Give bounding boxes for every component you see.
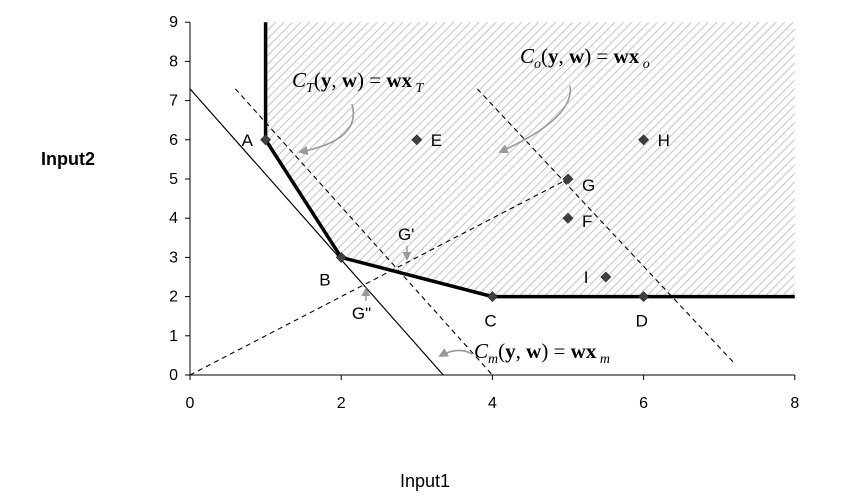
y-tick-label: 6: [169, 132, 178, 149]
point-marker-b: [335, 251, 347, 263]
y-tick-label: 7: [169, 93, 178, 110]
y-tick-label: 8: [169, 53, 178, 70]
point-marker-g: [562, 173, 574, 185]
y-tick-label: 9: [169, 14, 178, 31]
lines-layer: [189, 88, 735, 376]
x-tick-label: 0: [186, 395, 195, 412]
y-tick-label: 2: [169, 289, 178, 306]
point-marker-d: [638, 291, 650, 303]
point-marker-i: [600, 271, 612, 283]
x-tick-label: 4: [488, 395, 497, 412]
point-label-b: B: [319, 270, 330, 289]
point-marker-c: [486, 291, 498, 303]
axes: 0 1 2 3 4 5 6 7 8 9 0 2 4 6 8: [169, 14, 799, 412]
y-tick-label: 3: [169, 249, 178, 266]
hatched-feasible-region: [265, 22, 795, 297]
point-marker-e: [411, 134, 423, 146]
y-axis-title: Input2: [41, 149, 95, 169]
cost-line-c-m: [189, 88, 444, 376]
x-tick-label: 2: [337, 395, 346, 412]
x-tick-label: 8: [790, 395, 799, 412]
data-points: A B C D E FG H I: [242, 131, 670, 331]
point-marker-a: [260, 134, 272, 146]
point-label-g: G: [582, 176, 595, 195]
equation-arrow-c-t: [298, 103, 355, 156]
equation-c-o: Co(y, w) = wx o: [520, 44, 650, 72]
equation-c-m: Cm(y, w) = wx m: [474, 339, 610, 367]
point-label-d: D: [636, 312, 648, 331]
y-tick-label: 5: [169, 171, 178, 188]
y-tick-label: 4: [169, 210, 178, 227]
equation-c-t: CT(y, w) = wx T: [292, 68, 425, 96]
point-label-c: C: [484, 312, 496, 331]
point-marker-h: [638, 134, 650, 146]
annotations: G' G": [352, 225, 415, 323]
hatched-region-polygon: [265, 22, 795, 297]
point-marker-f: [562, 212, 574, 224]
point-label-f: F: [582, 212, 592, 231]
g-prime-label: G': [398, 225, 414, 244]
point-label-a: A: [242, 131, 254, 150]
point-label-i: I: [584, 268, 589, 287]
equation-arrow-c-o: [498, 85, 572, 154]
equation-labels: CT(y, w) = wx T Co(y, w) = wx o Cm(y, w) =…: [292, 44, 650, 367]
x-tick-label: 6: [639, 395, 648, 412]
y-tick-label: 1: [169, 328, 178, 345]
point-label-e: E: [431, 131, 442, 150]
equation-arrow-c-m: [438, 348, 473, 357]
point-label-h: H: [658, 131, 670, 150]
g-double-prime-label: G": [352, 304, 371, 323]
y-tick-label: 0: [169, 367, 178, 384]
x-axis-title: Input1: [400, 471, 450, 491]
cost-line-c-t: [234, 88, 493, 376]
ray-to-g: [189, 178, 569, 376]
